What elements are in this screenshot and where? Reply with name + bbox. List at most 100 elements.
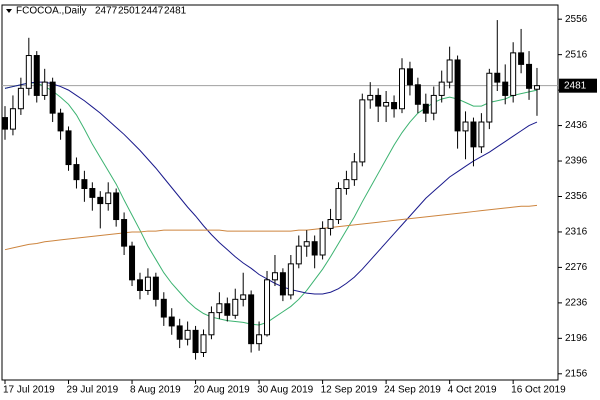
candle-body	[240, 294, 247, 300]
candle-body	[279, 272, 286, 296]
y-tick-label: 2196	[565, 333, 588, 344]
candle-body	[454, 59, 461, 132]
header-close: 2481	[164, 6, 187, 17]
y-tick-label: 2436	[565, 120, 588, 131]
candle-body	[518, 52, 525, 65]
candle-body	[399, 68, 405, 110]
candle-body	[406, 68, 413, 86]
candle-body	[264, 279, 271, 336]
candle-body	[168, 316, 175, 327]
candle-body	[232, 298, 239, 316]
candle-body	[184, 329, 191, 340]
candle-body	[526, 63, 533, 89]
moving-average	[4, 204, 538, 251]
candle-body	[438, 81, 445, 96]
candle-body	[430, 94, 437, 114]
candle-body	[335, 188, 342, 221]
candle-body	[391, 102, 398, 110]
candle-body	[287, 263, 294, 296]
moving-average	[4, 82, 538, 326]
candle-body	[144, 276, 151, 291]
price-label: 2481	[564, 80, 587, 91]
x-tick-label: 20 Aug 2019	[194, 385, 251, 396]
candle-body	[375, 94, 382, 107]
candle-body	[33, 55, 40, 96]
x-tick-label: 12 Sep 2019	[321, 385, 378, 396]
candle-body	[502, 81, 509, 96]
candle-body	[422, 103, 429, 114]
candle-body	[494, 72, 501, 83]
x-tick-label: 4 Oct 2019	[448, 385, 497, 396]
x-tick-label: 24 Sep 2019	[384, 385, 441, 396]
candle-body	[2, 117, 8, 130]
candle-body	[327, 219, 334, 229]
y-tick-label: 2276	[565, 262, 588, 273]
candle-body	[121, 219, 128, 247]
candle-body	[176, 325, 183, 340]
candle-body	[57, 112, 64, 132]
candle-body	[462, 121, 469, 132]
y-tick-label: 2236	[565, 298, 588, 309]
candle-body	[224, 303, 231, 316]
x-tick-label: 29 Jul 2019	[67, 385, 119, 396]
candle-body	[343, 179, 350, 190]
y-tick-label: 2396	[565, 156, 588, 167]
x-tick-label: 8 Aug 2019	[130, 385, 181, 396]
candle-body	[359, 99, 366, 163]
symbol-arrow	[6, 9, 12, 13]
candle-body	[367, 94, 374, 101]
candle-body	[351, 161, 358, 181]
x-tick-label: 16 Oct 2019	[511, 385, 566, 396]
candle-body	[49, 81, 56, 114]
candle-body	[9, 108, 16, 130]
candle-body	[65, 130, 72, 166]
candle-body	[129, 245, 136, 281]
plot-frame	[1, 4, 559, 381]
candle-body	[319, 227, 326, 256]
y-tick-label: 2156	[565, 368, 588, 379]
candle-body	[446, 59, 453, 83]
candle-body	[486, 72, 493, 123]
candle-body	[136, 279, 143, 291]
candle-body	[271, 272, 278, 281]
candle-body	[160, 298, 167, 318]
candle-body	[470, 121, 477, 148]
candle-body	[256, 334, 263, 345]
candle-body	[533, 85, 540, 90]
x-tick-label: 30 Aug 2019	[257, 385, 314, 396]
candle-body	[303, 241, 310, 247]
candle-body	[383, 102, 390, 107]
price-label-box	[559, 78, 597, 93]
candle-body	[89, 188, 96, 198]
y-tick-label: 2556	[565, 14, 588, 25]
candle-body	[248, 294, 255, 345]
candle-body	[113, 192, 120, 221]
y-tick-label: 2316	[565, 227, 588, 238]
candle-body	[25, 55, 32, 89]
candle-body	[216, 303, 223, 314]
candle-body	[208, 312, 215, 336]
candle-body	[478, 121, 485, 148]
candle-body	[192, 329, 199, 354]
candle-body	[105, 192, 112, 205]
candle-body	[414, 84, 421, 105]
candle-body	[41, 81, 48, 96]
header-low: 2447	[141, 6, 164, 17]
candle-body	[152, 276, 159, 300]
candle-body	[510, 52, 517, 96]
header-high: 2501	[118, 6, 141, 17]
candle-body	[81, 179, 88, 190]
candle-body	[311, 241, 318, 256]
candle-body	[200, 334, 207, 354]
y-tick-label: 2356	[565, 191, 588, 202]
candle-body	[17, 87, 24, 110]
candle-body	[97, 196, 104, 205]
header-open: 2477	[95, 6, 118, 17]
y-tick-label: 2516	[565, 49, 588, 60]
x-tick-label: 17 Jul 2019	[3, 385, 55, 396]
candle-body	[295, 245, 302, 265]
candle-body	[73, 164, 80, 181]
symbol-label: FCOCOA.,Daily	[16, 6, 87, 17]
